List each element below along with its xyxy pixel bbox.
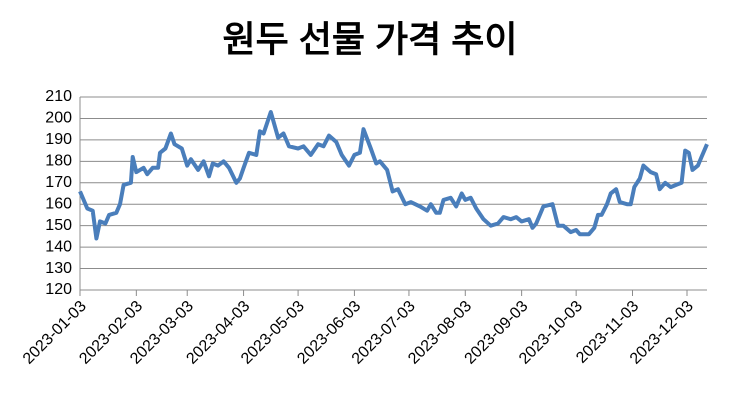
y-tick-label: 190 [45,131,72,148]
chart-title: 원두 선물 가격 추이 [223,19,518,60]
y-tick-label: 160 [45,195,72,212]
y-tick-label: 200 [45,110,72,127]
y-tick-label: 210 [45,88,72,105]
y-tick-label: 140 [45,238,72,255]
y-tick-label: 150 [45,217,72,234]
line-series [78,110,709,241]
y-tick-label: 120 [45,281,72,298]
y-tick-label: 170 [45,174,72,191]
y-tick-label: 130 [45,260,72,277]
y-tick-label: 180 [45,153,72,170]
